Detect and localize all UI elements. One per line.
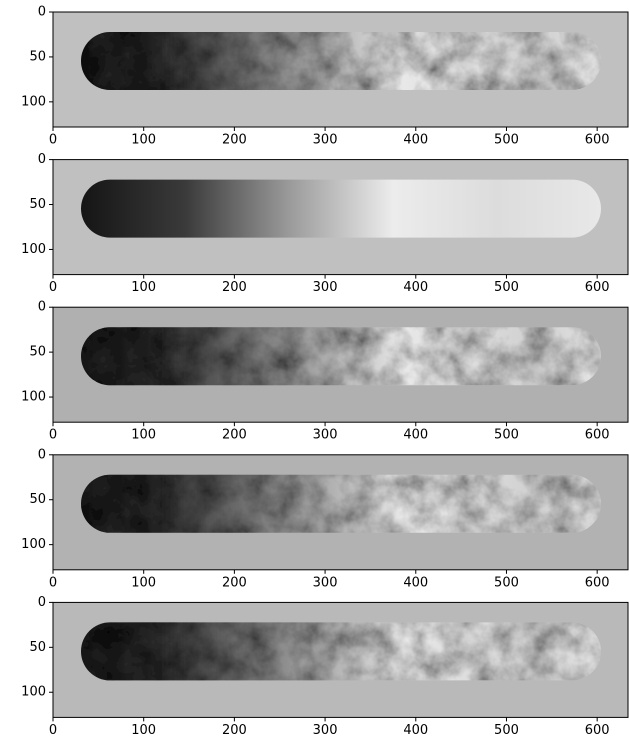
x-tick-label: 0 bbox=[49, 280, 57, 295]
x-tick-label: 300 bbox=[313, 575, 338, 590]
x-tick-label: 600 bbox=[585, 723, 610, 738]
axes-frame bbox=[52, 601, 629, 718]
image-region bbox=[81, 474, 601, 533]
y-tick-label: 50 bbox=[29, 345, 46, 360]
x-tick-label: 600 bbox=[585, 280, 610, 295]
axes-frame bbox=[52, 159, 629, 276]
y-tick-label: 0 bbox=[38, 595, 46, 610]
y-tick-label: 0 bbox=[38, 300, 46, 315]
x-tick-label: 100 bbox=[131, 280, 156, 295]
x-tick-label: 300 bbox=[313, 723, 338, 738]
image-region bbox=[81, 622, 601, 681]
y-tick-label: 100 bbox=[21, 390, 46, 405]
x-tick-label: 0 bbox=[49, 575, 57, 590]
axes-frame bbox=[52, 11, 629, 128]
x-tick-label: 100 bbox=[131, 723, 156, 738]
x-tick-label: 500 bbox=[494, 428, 519, 443]
y-tick-label: 100 bbox=[21, 537, 46, 552]
x-tick-label: 400 bbox=[403, 428, 428, 443]
y-tick-label: 0 bbox=[38, 5, 46, 20]
x-tick-label: 300 bbox=[313, 280, 338, 295]
y-tick-label: 100 bbox=[21, 242, 46, 257]
y-tick-label: 50 bbox=[29, 492, 46, 507]
x-tick-label: 600 bbox=[585, 428, 610, 443]
y-tick-label: 100 bbox=[21, 94, 46, 109]
x-tick-label: 0 bbox=[49, 428, 57, 443]
y-tick-label: 100 bbox=[21, 685, 46, 700]
y-tick-label: 50 bbox=[29, 197, 46, 212]
y-tick-label: 0 bbox=[38, 152, 46, 167]
x-tick-label: 100 bbox=[131, 575, 156, 590]
x-tick-label: 300 bbox=[313, 428, 338, 443]
axes-frame bbox=[52, 454, 629, 571]
y-tick-label: 50 bbox=[29, 640, 46, 655]
x-tick-label: 500 bbox=[494, 723, 519, 738]
y-tick-label: 50 bbox=[29, 49, 46, 64]
image-region bbox=[81, 327, 601, 386]
x-tick-label: 0 bbox=[49, 723, 57, 738]
x-tick-label: 200 bbox=[222, 575, 247, 590]
x-tick-label: 100 bbox=[131, 133, 156, 148]
x-tick-label: 600 bbox=[585, 575, 610, 590]
image-region bbox=[81, 32, 601, 90]
axes-frame bbox=[52, 306, 629, 423]
x-tick-label: 200 bbox=[222, 133, 247, 148]
x-tick-label: 400 bbox=[403, 133, 428, 148]
x-tick-label: 500 bbox=[494, 280, 519, 295]
x-tick-label: 500 bbox=[494, 575, 519, 590]
image-region bbox=[81, 179, 601, 238]
x-tick-label: 200 bbox=[222, 723, 247, 738]
x-tick-label: 100 bbox=[131, 428, 156, 443]
x-tick-label: 300 bbox=[313, 133, 338, 148]
x-tick-label: 600 bbox=[585, 133, 610, 148]
x-tick-label: 400 bbox=[403, 575, 428, 590]
x-tick-label: 400 bbox=[403, 280, 428, 295]
x-tick-label: 200 bbox=[222, 280, 247, 295]
x-tick-label: 500 bbox=[494, 133, 519, 148]
x-tick-label: 200 bbox=[222, 428, 247, 443]
x-tick-label: 400 bbox=[403, 723, 428, 738]
x-tick-label: 0 bbox=[49, 133, 57, 148]
y-tick-label: 0 bbox=[38, 447, 46, 462]
